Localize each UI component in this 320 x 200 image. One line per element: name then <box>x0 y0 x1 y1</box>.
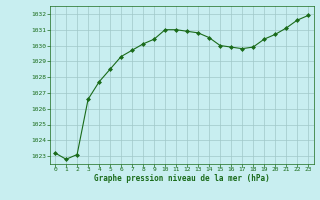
X-axis label: Graphe pression niveau de la mer (hPa): Graphe pression niveau de la mer (hPa) <box>94 174 269 183</box>
